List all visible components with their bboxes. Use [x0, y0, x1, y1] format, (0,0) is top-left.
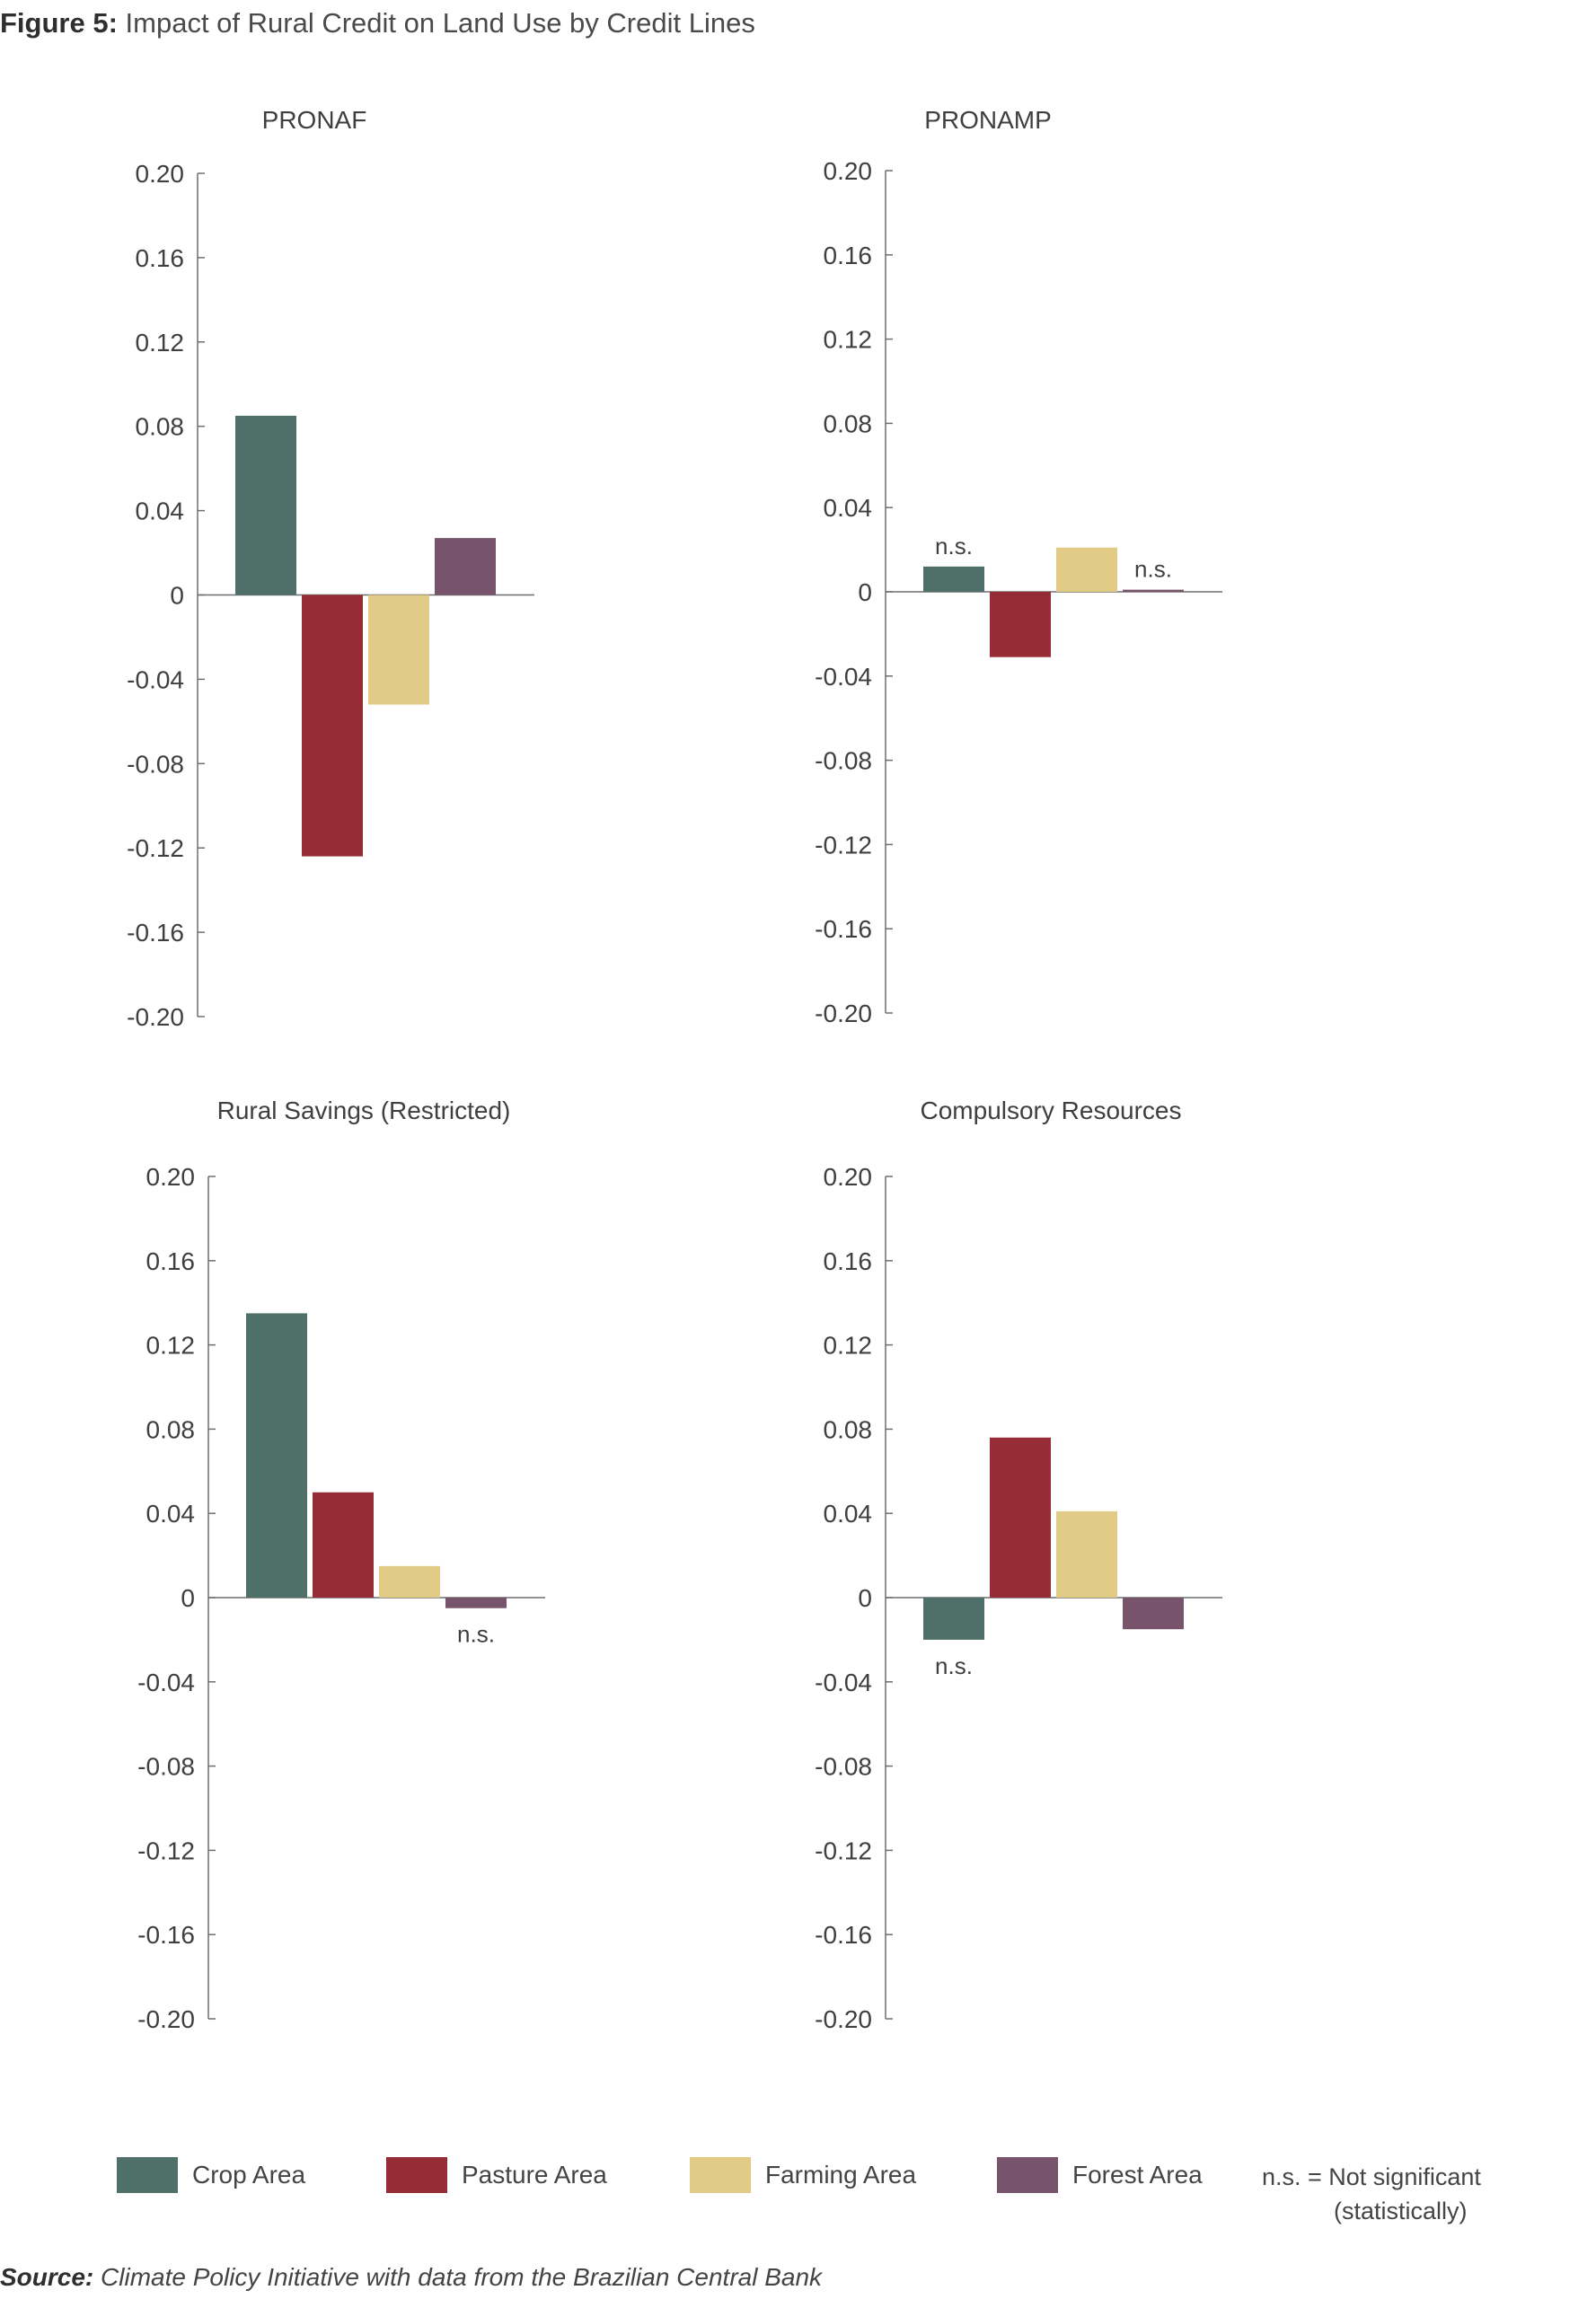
bar-pasture-area	[302, 595, 363, 857]
source-lead: Source:	[0, 2263, 94, 2291]
y-tick-label: 0	[181, 1584, 195, 1612]
y-tick-label: 0.16	[824, 242, 873, 269]
significance-note-line1: n.s. = Not significant	[1262, 2163, 1481, 2190]
y-tick-label: -0.16	[127, 919, 184, 947]
legend-label-farming: Farming Area	[765, 2161, 917, 2189]
y-tick-label: 0.20	[824, 157, 873, 185]
legend-swatch-forest	[997, 2157, 1058, 2193]
ns-annotation: n.s.	[935, 1652, 973, 1679]
y-tick-label: 0.16	[136, 244, 185, 272]
y-tick-label: 0.04	[824, 494, 873, 522]
y-tick-label: 0.16	[824, 1247, 873, 1275]
bar-farming-area	[368, 595, 429, 705]
significance-note-line2: (statistically)	[1334, 2198, 1468, 2224]
y-tick-label: 0	[858, 1584, 872, 1612]
y-tick-label: -0.20	[815, 1000, 872, 1027]
bar-forest-area	[1123, 1598, 1184, 1630]
chart-panel-rural-savings-restricted: Rural Savings (Restricted) 0.20 0.16 0.12 0.…	[137, 1097, 545, 2033]
y-tick-label: 0.20	[824, 1163, 873, 1191]
y-tick-label: -0.08	[137, 1753, 195, 1781]
y-tick-label: 0.16	[146, 1247, 196, 1275]
significance-note: n.s. = Not significant (statistically)	[1262, 2160, 1481, 2228]
chart-title: Rural Savings (Restricted)	[217, 1097, 511, 1124]
legend-swatch-crop	[117, 2157, 178, 2193]
y-tick-label: 0.04	[136, 498, 185, 525]
figure-title-text: Impact of Rural Credit on Land Use by Cr…	[125, 7, 755, 39]
legend-label-pasture: Pasture Area	[462, 2161, 607, 2189]
legend-swatch-pasture	[386, 2157, 447, 2193]
y-tick-label: 0.08	[824, 1415, 873, 1443]
y-tick-label: 0	[170, 582, 184, 610]
y-tick-label: -0.20	[815, 2005, 872, 2033]
y-tick-label: -0.04	[815, 1669, 872, 1696]
y-tick-label: 0.12	[146, 1332, 196, 1360]
legend-label-crop: Crop Area	[192, 2161, 306, 2189]
y-tick-label: -0.08	[815, 747, 872, 775]
bar-forest-area	[1123, 589, 1184, 592]
chart-title: PRONAMP	[924, 106, 1052, 134]
y-tick-label: 0.12	[824, 326, 873, 354]
chart-panel-pronaf: PRONAF 0.20 0.16 0.12 0.08 0.04 0 -0.04 -0.08 -0.…	[127, 106, 534, 1031]
y-tick-label: -0.12	[815, 1837, 872, 1864]
y-tick-label: 0	[858, 578, 872, 606]
legend-item-pasture: Pasture Area	[386, 2157, 607, 2193]
y-tick-label: -0.12	[815, 831, 872, 859]
y-tick-label: -0.12	[127, 834, 184, 862]
charts-area: PRONAF 0.20 0.16 0.12 0.08 0.04 0 -0.04 -0.08 -0.…	[127, 106, 1222, 2033]
bar-crop-area	[246, 1313, 307, 1598]
bar-farming-area	[1056, 547, 1117, 592]
legend-item-farming: Farming Area	[690, 2157, 916, 2193]
bar-pasture-area	[313, 1492, 374, 1598]
y-tick-label: -0.20	[137, 2005, 195, 2033]
source-text: Climate Policy Initiative with data from…	[101, 2263, 823, 2291]
y-tick-label: -0.16	[815, 1921, 872, 1949]
figure-title-lead: Figure 5:	[0, 7, 118, 39]
chart-title: Compulsory Resources	[921, 1097, 1182, 1124]
y-tick-label: -0.08	[127, 750, 184, 778]
ns-annotation: n.s.	[1134, 556, 1172, 583]
y-tick-label: -0.04	[815, 663, 872, 691]
bar-forest-area	[435, 538, 496, 595]
y-tick-label: -0.12	[137, 1837, 195, 1864]
figure-title: Figure 5: Impact of Rural Credit on Land…	[0, 7, 755, 40]
ns-annotation: n.s.	[935, 533, 973, 559]
y-tick-label: -0.16	[137, 1921, 195, 1949]
bar-forest-area	[445, 1598, 507, 1608]
legend-item-forest: Forest Area	[997, 2157, 1203, 2193]
chart-title: PRONAF	[262, 106, 367, 134]
y-tick-label: -0.08	[815, 1753, 872, 1781]
legend-swatch-farming	[690, 2157, 751, 2193]
y-tick-label: 0.12	[824, 1332, 873, 1360]
bar-crop-area	[235, 415, 296, 595]
y-tick-label: 0.20	[146, 1163, 196, 1191]
y-tick-label: -0.20	[127, 1003, 184, 1031]
legend-item-crop: Crop Area	[117, 2157, 305, 2193]
y-tick-label: 0.12	[136, 329, 185, 357]
y-tick-label: 0.08	[824, 410, 873, 437]
bar-pasture-area	[990, 592, 1051, 657]
bar-farming-area	[1056, 1511, 1117, 1598]
chart-panel-compulsory-resources: Compulsory Resources 0.20 0.16 0.12 0.08 0.04…	[815, 1097, 1222, 2033]
chart-panel-pronamp: PRONAMP 0.20 0.16 0.12 0.08 0.04 0 -0.04 -0.08 -0…	[815, 106, 1222, 1027]
legend-label-forest: Forest Area	[1072, 2161, 1203, 2189]
bar-crop-area	[923, 1598, 984, 1640]
y-tick-label: -0.04	[137, 1669, 195, 1696]
legend: Crop Area Pasture Area Farming Area Fore…	[0, 2137, 1596, 2236]
y-tick-label: -0.16	[815, 915, 872, 943]
ns-annotation: n.s.	[457, 1621, 495, 1648]
y-tick-label: -0.04	[127, 665, 184, 693]
bar-farming-area	[379, 1565, 440, 1598]
source-line: Source: Climate Policy Initiative with d…	[0, 2263, 822, 2292]
y-tick-label: 0.08	[146, 1415, 196, 1443]
y-tick-label: 0.04	[146, 1500, 196, 1528]
y-tick-label: 0.08	[136, 413, 185, 441]
y-tick-label: 0.20	[136, 160, 185, 188]
bar-crop-area	[923, 566, 984, 592]
y-tick-label: 0.04	[824, 1500, 873, 1528]
bar-pasture-area	[990, 1437, 1051, 1598]
